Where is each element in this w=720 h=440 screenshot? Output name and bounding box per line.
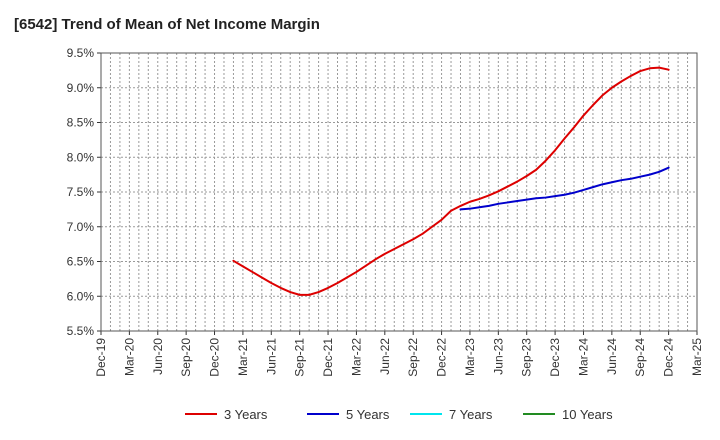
- x-tick-label: Jun-22: [378, 338, 392, 375]
- legend-label: 3 Years: [224, 407, 268, 422]
- y-tick-label: 9.0%: [67, 81, 95, 95]
- x-tick-label: Sep-22: [406, 338, 420, 377]
- x-tick-label: Jun-20: [151, 338, 165, 375]
- x-tick-label: Dec-21: [321, 338, 335, 377]
- x-tick-label: Mar-23: [463, 338, 477, 376]
- chart-title: [6542] Trend of Mean of Net Income Margi…: [14, 16, 320, 33]
- x-tick-label: Mar-21: [236, 338, 250, 376]
- x-tick-label: Sep-21: [293, 338, 307, 377]
- y-tick-label: 9.5%: [67, 46, 95, 60]
- x-tick-label: Dec-22: [435, 338, 449, 377]
- y-tick-label: 8.0%: [67, 150, 95, 164]
- x-tick-label: Mar-25: [690, 338, 704, 376]
- y-tick-label: 6.5%: [67, 255, 95, 269]
- y-tick-label: 6.0%: [67, 289, 95, 303]
- x-tick-label: Jun-21: [264, 338, 278, 375]
- x-tick-label: Jun-23: [491, 338, 505, 375]
- x-tick-label: Dec-24: [662, 338, 676, 377]
- x-tick-label: Jun-24: [605, 338, 619, 375]
- x-tick-label: Mar-24: [576, 338, 590, 376]
- x-tick-label: Dec-19: [94, 338, 108, 377]
- x-tick-label: Dec-23: [548, 338, 562, 377]
- y-tick-label: 8.5%: [67, 116, 95, 130]
- x-tick-label: Sep-24: [633, 338, 647, 377]
- x-tick-label: Mar-22: [349, 338, 363, 376]
- series-line-5-years: [459, 166, 670, 211]
- y-tick-label: 5.5%: [67, 324, 95, 338]
- legend-label: 7 Years: [449, 407, 493, 422]
- y-tick-label: 7.0%: [67, 220, 95, 234]
- series-line-3-years: [232, 66, 670, 296]
- x-tick-label: Sep-20: [179, 338, 193, 377]
- y-tick-label: 7.5%: [67, 185, 95, 199]
- x-tick-label: Dec-20: [208, 338, 222, 377]
- legend-label: 5 Years: [346, 407, 390, 422]
- legend-label: 10 Years: [562, 407, 613, 422]
- plot-frame: [100, 52, 698, 332]
- x-tick-label: Sep-23: [520, 338, 534, 377]
- x-tick-label: Mar-20: [122, 338, 136, 376]
